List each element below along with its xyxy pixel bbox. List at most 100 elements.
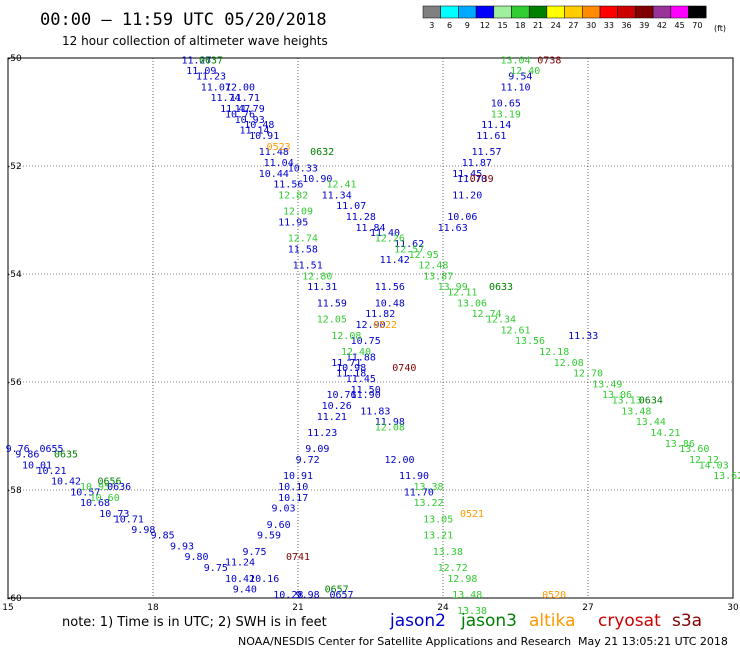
wave-height-label: 11.40 [370,228,400,239]
wave-height-label: 11.23 [307,428,337,439]
wave-height-label: 10.57 [70,487,100,498]
pass-time-label: 0636 [107,482,131,493]
wave-height-label: 11.83 [360,406,390,417]
wave-height-label: 10.16 [249,574,279,585]
wave-height-label: 10.48 [244,120,274,131]
x-tick-label: 18 [147,603,159,613]
colorbar-swatch [617,5,636,19]
colorbar-label: 21 [533,21,543,30]
wave-height-label: 10.98 [336,363,366,374]
wave-height-label: 13.06 [602,390,632,401]
wave-height-label: 12.40 [510,66,540,77]
colorbar-label: 33 [604,21,614,30]
wave-height-label: 13.05 [423,514,453,525]
wave-height-label: 11.58 [288,244,318,255]
wave-height-label: 11.61 [476,131,506,142]
plot-area: 15 18 21 24 27 30 -50 -52 -54 -56 -58 -60 11.2711.09… [2,54,740,617]
colorbar-swatch [528,5,548,19]
legend-item: jason3 [460,611,517,631]
wave-height-label: 13.86 [665,439,695,450]
wave-height-label: 12.57 [394,244,424,255]
colorbar-swatch [422,5,441,19]
wave-height-label: 10.71 [114,514,144,525]
wave-height-label: 13.48 [621,406,651,417]
pass-time-label: 0635 [54,450,78,461]
wave-height-label: 12.18 [539,347,569,358]
pass-time-label: 0523 [267,142,291,153]
wave-height-label: 12.08 [331,331,361,342]
wave-height-label: 10.93 [235,115,265,126]
wave-height-label: 10.91 [249,131,279,142]
wave-height-label: 11.84 [355,223,385,234]
wave-height-label: 11.90 [351,390,381,401]
wave-height-label: 12.74 [471,309,501,320]
y-tick-label: -60 [7,594,22,604]
wave-height-label: 12.95 [409,250,439,261]
wave-height-label: 12.41 [326,180,356,191]
wave-height-label: 13.22 [413,498,443,509]
wave-height-label: 9.85 [151,531,175,542]
wave-height-label: 12.08 [375,423,405,434]
wave-height-label: 13.13 [612,396,642,407]
colorbar-swatch [440,5,459,19]
wave-height-label: 11.74 [210,93,240,104]
wave-height-label: 12.05 [317,315,347,326]
wave-height-label: 11.63 [438,223,468,234]
footer-timestamp: May 21 13:05:21 UTC 2018 [578,635,728,648]
wave-height-label: 13.04 [500,55,530,66]
wave-height-label: 10.21 [36,466,66,477]
wave-height-label: 11.98 [375,417,405,428]
wave-height-label: 12.80 [302,271,332,282]
pass-time-label: 0632 [310,147,334,158]
wave-height-label: 10.01 [22,460,52,471]
wave-height-label: 11.56 [375,282,405,293]
wave-height-label: 11.71 [230,93,260,104]
colorbar-label: 12 [480,21,490,30]
wave-height-label: 12.82 [278,190,308,201]
wave-height-label: 11.34 [322,190,352,201]
colorbar-label: 24 [551,21,561,30]
y-tick-label: -58 [7,486,22,496]
wave-height-label: 9.59 [257,531,281,542]
pass-time-label: 0741 [286,552,310,563]
wave-height-label: 13.38 [413,482,443,493]
wave-height-label: 10.44 [259,169,289,180]
colorbar-label: 15 [498,21,508,30]
colorbar-swatch [546,5,565,19]
wave-height-label: 10.90 [302,174,332,185]
wave-height-label: 12.74 [288,234,318,245]
wave-height-label: 9.80 [184,552,208,563]
colorbar-label: 18 [515,21,525,30]
colorbar-label: 39 [639,21,649,30]
pass-time-label: 0739 [470,174,494,185]
wave-height-label: 11.70 [404,487,434,498]
wave-height-label: 11.70 [457,174,487,185]
wave-height-label: 10.76 [225,109,255,120]
wave-height-label: 11.28 [346,212,376,223]
wave-height-label: 10.42 [51,477,81,488]
wave-height-label: 9.40 [233,585,257,596]
colorbar-swatch [599,5,618,19]
wave-height-label: 12.00 [384,455,414,466]
legend: jason2 jason3 altika cryosat s3a [389,611,702,631]
wave-height-label: 11.56 [273,180,303,191]
wave-height-label: 9.03 [271,504,295,515]
wave-height-label: 9.76 [6,444,30,455]
pass-time-label: 0522 [373,320,397,331]
wave-height-label: 9.98 [296,590,320,601]
wave-height-label: 11.95 [278,217,308,228]
wave-height-label: 13.38 [433,547,463,558]
pass-time-label: 0740 [392,363,416,374]
colorbar-label: 70 [692,21,702,30]
wave-height-label: 10.33 [288,163,318,174]
wave-height-label: 13.60 [679,444,709,455]
wave-height-label: 11.59 [317,298,347,309]
x-tick-label: 21 [292,603,303,613]
x-tick-label: 24 [437,603,449,613]
pass-time-label: 0520 [542,590,566,601]
wave-height-label: 12.08 [554,358,584,369]
colorbar-label: 9 [465,21,470,30]
wave-height-label: 11.23 [196,72,226,83]
